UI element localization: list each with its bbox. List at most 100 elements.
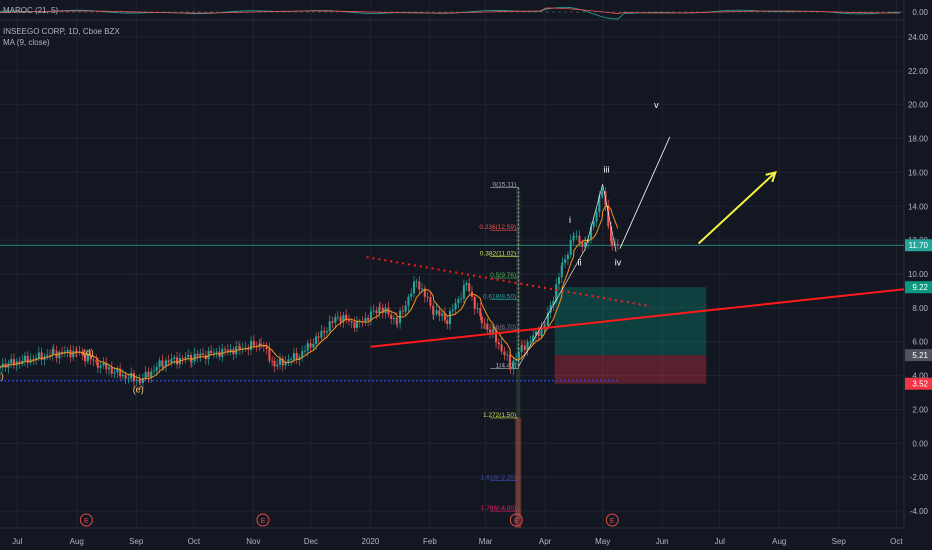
fib-level-label: 1(4.41) (496, 363, 517, 370)
candle-body (147, 371, 150, 378)
candle-body (435, 310, 438, 314)
candle-body (491, 329, 494, 333)
candle-body (390, 314, 393, 320)
candle-body (23, 355, 26, 361)
candle-body (476, 307, 479, 309)
x-tick-label: Aug (772, 537, 786, 546)
candle-body (210, 350, 213, 353)
candle-body (32, 359, 35, 360)
candle-body (212, 352, 215, 354)
candle-body (252, 341, 255, 346)
candle-body (102, 362, 105, 366)
fib-level-label: 0.5(9.76) (490, 272, 516, 279)
candle-body (334, 317, 337, 323)
candle-body (601, 192, 604, 196)
candle-body (489, 329, 492, 333)
candle-body (35, 358, 38, 360)
x-tick-label: Mar (479, 537, 493, 546)
candle-body (497, 342, 500, 345)
candle-body (401, 310, 404, 312)
candle-body (40, 352, 43, 360)
candle-body (578, 235, 581, 243)
wave-label: iii (604, 164, 610, 174)
candle-body (105, 362, 108, 370)
candle-body (320, 330, 323, 338)
wave-path-line (602, 184, 617, 253)
candle-body (372, 310, 375, 312)
candle-body (566, 254, 569, 260)
candle-body (589, 226, 592, 239)
y-tick-label: 0.00 (912, 439, 928, 448)
position-stop-zone (554, 355, 707, 384)
candle-body (113, 372, 116, 374)
candle-body (557, 277, 561, 285)
candle-body (72, 351, 75, 358)
y-tick-label: 10.00 (908, 270, 929, 279)
candle-body (309, 343, 312, 348)
candle-body (395, 317, 398, 324)
candle-body (552, 300, 555, 305)
candle-body (418, 281, 421, 290)
candle-body (119, 368, 122, 377)
candle-body (415, 281, 418, 283)
candle-body (441, 313, 444, 316)
candle-body (52, 349, 55, 352)
candle-body (127, 378, 130, 380)
candle-body (454, 302, 457, 310)
candle-body (18, 361, 21, 364)
x-tick-label: Jun (656, 537, 669, 546)
candle-body (581, 242, 584, 247)
candle-body (37, 352, 40, 359)
oscillator-legend: MAROC (21, 5) (3, 6, 59, 15)
candle-body (164, 360, 167, 367)
candle-body (479, 307, 482, 317)
candle-body (460, 298, 463, 300)
earnings-marker (256, 513, 270, 527)
moving-average-line (0, 205, 619, 380)
x-tick-label: May (595, 537, 610, 546)
projection-arrowhead (765, 170, 777, 183)
candle-body (89, 355, 92, 360)
candle-body (132, 373, 136, 382)
candle-body (184, 357, 187, 359)
price-axis-badge (905, 349, 932, 362)
candle-body (331, 321, 334, 323)
candle-body (534, 331, 538, 336)
candle-body (0, 367, 2, 369)
candle-body (561, 262, 564, 266)
candle-body (429, 297, 432, 306)
candle-body (607, 205, 610, 227)
wave-label: ii (578, 258, 582, 268)
fib-level-label: 0.382(11.02) (480, 251, 516, 258)
candle-body (10, 359, 13, 364)
candle-body (271, 360, 274, 362)
candle-body (404, 305, 407, 312)
earnings-label: E (514, 518, 519, 525)
candle-body (500, 344, 503, 352)
candle-body (503, 351, 506, 356)
candle-body (350, 321, 353, 323)
candle-body (410, 293, 413, 297)
candle-body (229, 349, 232, 352)
candle-body (336, 316, 339, 318)
candle-body (367, 317, 370, 321)
oscillator-signal-line (0, 7, 901, 14)
candle-body (150, 371, 153, 378)
candle-body (575, 235, 578, 237)
candle-body (170, 358, 173, 363)
y-tick-label: -4.00 (910, 507, 929, 516)
fib-level-label: 1.618(-2.20) (481, 475, 516, 482)
candle-body (517, 352, 520, 359)
wave-label: (e) (133, 385, 144, 395)
y-tick-label: 18.00 (908, 135, 929, 144)
candle-body (86, 355, 89, 362)
candle-body (364, 317, 367, 323)
candle-body (462, 285, 465, 299)
x-tick-label: Sep (129, 537, 144, 546)
candle-body (26, 355, 29, 363)
candle-body (555, 284, 558, 301)
candle-body (21, 360, 24, 364)
candle-body (306, 343, 309, 351)
